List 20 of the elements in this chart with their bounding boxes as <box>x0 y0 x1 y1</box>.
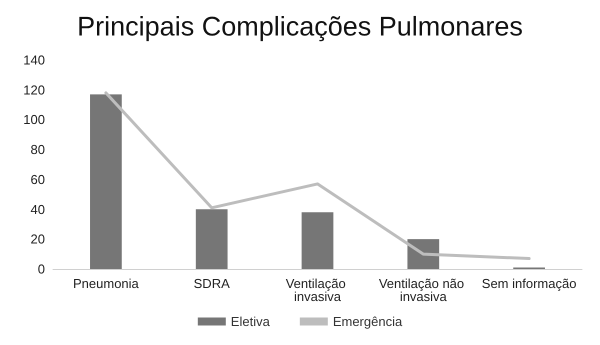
x-tick-label: Ventilação não invasiva <box>378 276 468 304</box>
y-tick-label: 40 <box>30 202 45 217</box>
x-tick-label: Pneumonia <box>73 276 140 291</box>
chart-title: Principais Complicações Pulmonares <box>77 12 523 42</box>
line-series <box>104 91 531 260</box>
bar <box>90 94 122 269</box>
y-tick-label: 20 <box>30 232 45 247</box>
y-tick-label: 60 <box>30 172 45 187</box>
y-tick-label: 80 <box>30 142 45 158</box>
bar <box>196 209 228 269</box>
legend-label: Emergência <box>332 314 403 329</box>
y-tick-label: 0 <box>38 262 45 276</box>
x-tick-label: SDRA <box>194 276 230 291</box>
x-tick-label: Sem informação <box>482 276 576 291</box>
y-tick-label: 100 <box>23 112 45 128</box>
bar <box>302 212 334 269</box>
y-tick-label: 140 <box>23 52 45 68</box>
x-tick-label: Ventilação invasiva <box>286 276 350 304</box>
y-tick-label: 120 <box>23 82 45 98</box>
legend-label: Eletiva <box>230 314 271 329</box>
